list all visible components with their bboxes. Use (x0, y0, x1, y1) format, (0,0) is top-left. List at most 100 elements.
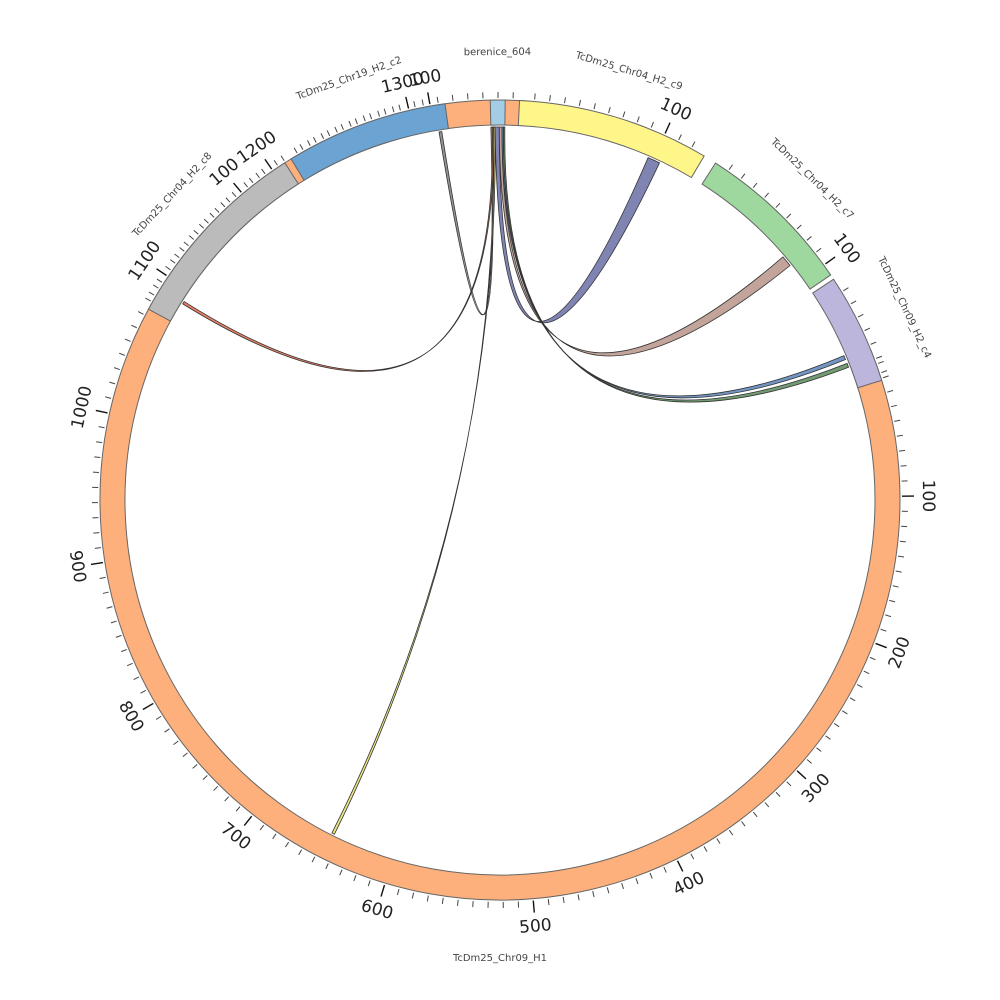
minor-tick (98, 426, 105, 429)
minor-tick (691, 141, 696, 148)
minor-tick (209, 212, 215, 218)
segment-tcdm25-chr04-h2-c8 (147, 162, 299, 322)
minor-tick (145, 297, 151, 302)
minor-tick (690, 853, 695, 860)
minor-tick (354, 118, 358, 125)
minor-tick (716, 838, 721, 844)
tick-label: 1200 (233, 127, 280, 168)
minor-tick (775, 791, 781, 797)
tick-label: 400 (670, 868, 708, 900)
major-tick (233, 182, 242, 193)
minor-tick (188, 235, 195, 240)
tick-label: 100 (657, 94, 695, 126)
minor-tick (156, 278, 163, 283)
minor-tick (306, 140, 311, 146)
segment-label-tcdm25-chr04-h2-c7: TcDm25_Chr04_H2_c7 (768, 136, 856, 222)
minor-tick (259, 824, 265, 831)
segment-label-tcdm25-chr04-h2-c9: TcDm25_Chr04_H2_c9 (573, 50, 683, 93)
minor-tick (383, 108, 387, 115)
segment-tcdm25-chr19-h2-c2 (290, 103, 449, 181)
ticks-tcdm25-chr04-h2-c9 (534, 93, 696, 148)
minor-tick (562, 896, 565, 904)
minor-tick (880, 628, 887, 632)
minor-tick (663, 866, 667, 873)
minor-tick (806, 759, 812, 764)
minor-tick (173, 740, 179, 746)
minor-tick (577, 894, 580, 901)
minor-tick (362, 115, 366, 122)
minor-tick (340, 124, 344, 130)
minor-tick (857, 313, 864, 318)
tick-label: 100 (918, 480, 938, 513)
minor-tick (299, 144, 304, 150)
major-tick (142, 702, 154, 711)
segment-label-berenice-604: berenice_604 (464, 47, 531, 58)
tick-label: 700 (217, 819, 255, 855)
minor-tick (876, 355, 883, 359)
minor-tick (635, 878, 639, 885)
minor-tick (192, 764, 198, 769)
minor-tick (549, 95, 551, 102)
major-tick (95, 409, 108, 414)
minor-tick (148, 291, 155, 296)
minor-tick (881, 370, 888, 374)
minor-tick (816, 747, 822, 752)
segment-tcdm25-chr04-h2-c9 (517, 99, 705, 179)
minor-tick (248, 177, 254, 184)
segment-label-tcdm25-chr09-h2-c4: TcDm25_Chr09_H2_c4 (875, 254, 933, 360)
minor-tick (752, 182, 758, 189)
minor-tick (900, 465, 907, 467)
tick-label: 600 (359, 896, 396, 924)
major-tick (90, 561, 104, 566)
minor-tick (353, 875, 357, 882)
minor-tick (850, 300, 857, 305)
major-tick (156, 268, 167, 277)
minor-tick (293, 147, 298, 154)
tick-label: 100 (408, 66, 443, 91)
minor-tick (280, 155, 285, 162)
minor-tick (224, 796, 230, 802)
minor-tick (775, 202, 781, 208)
minor-tick (816, 247, 822, 253)
minor-tick (109, 381, 116, 385)
major-tick (875, 642, 888, 649)
minor-tick (367, 880, 371, 887)
tick-label: 100 (829, 230, 864, 268)
minor-tick (728, 164, 733, 170)
ticks-tcdm25-chr04-h2-c7 (728, 164, 836, 265)
minor-tick (339, 869, 343, 876)
links-layer (182, 126, 850, 835)
minor-tick (231, 191, 237, 198)
minor-tick (126, 662, 133, 667)
minor-tick (436, 96, 439, 103)
minor-tick (198, 223, 205, 229)
minor-tick (411, 892, 415, 899)
minor-tick (421, 99, 424, 106)
minor-tick (786, 781, 792, 787)
link-2-tcdm25-chr09-h1 (331, 126, 496, 835)
tick-label: 800 (114, 698, 148, 736)
minor-tick (391, 106, 395, 113)
minor-tick (170, 259, 176, 264)
minor-tick (213, 785, 219, 791)
minor-tick (882, 375, 889, 379)
major-tick (405, 96, 410, 109)
minor-tick (182, 752, 188, 758)
ticks-tcdm25-chr09-h1 (90, 92, 914, 913)
tick-label: 1000 (68, 384, 97, 431)
minor-tick (413, 101, 416, 108)
major-tick (676, 860, 684, 872)
minor-tick (334, 126, 338, 133)
tick-label: 500 (518, 915, 552, 938)
segment-tcdm25-chr04-h2-c7 (701, 162, 832, 290)
link-6-tcdm25-chr09-h2-c4 (503, 126, 850, 403)
minor-tick (124, 338, 131, 342)
minor-tick (764, 802, 770, 808)
minor-tick (849, 697, 856, 702)
minor-tick (593, 103, 596, 110)
major-tick (532, 900, 535, 913)
minor-tick (113, 367, 120, 371)
minor-tick (152, 284, 159, 289)
minor-tick (728, 829, 734, 836)
minor-tick (892, 585, 899, 588)
